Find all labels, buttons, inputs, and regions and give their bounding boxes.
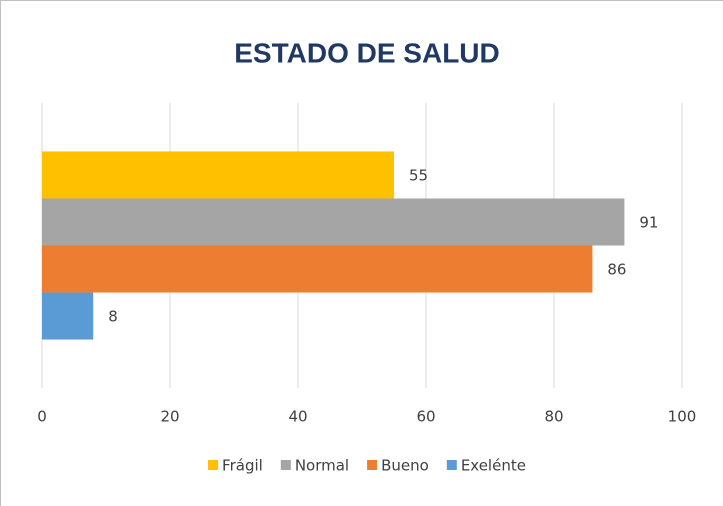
- x-tick-label: 60: [416, 408, 435, 426]
- bar: [42, 292, 94, 340]
- legend-swatch: [446, 460, 457, 470]
- bar: [42, 198, 625, 246]
- data-label: 91: [639, 213, 658, 231]
- x-tick-label: 40: [288, 408, 307, 426]
- legend-label: Frágil: [222, 457, 263, 475]
- bar: [42, 245, 593, 293]
- x-tick-label: 100: [668, 408, 697, 426]
- x-tick-label: 20: [160, 408, 179, 426]
- bar: [42, 151, 394, 199]
- legend-label: Exelénte: [461, 457, 526, 475]
- data-label: 55: [409, 166, 428, 184]
- x-tick-label: 0: [37, 408, 47, 426]
- data-label: 86: [607, 261, 626, 279]
- x-tick-label: 80: [544, 408, 563, 426]
- legend-swatch: [367, 460, 378, 470]
- legend-swatch: [208, 460, 219, 470]
- chart-title: ESTADO DE SALUD: [234, 37, 500, 68]
- data-label: 8: [108, 308, 118, 326]
- legend-label: Bueno: [381, 457, 429, 475]
- legend-swatch: [280, 460, 291, 470]
- legend-label: Normal: [295, 457, 349, 475]
